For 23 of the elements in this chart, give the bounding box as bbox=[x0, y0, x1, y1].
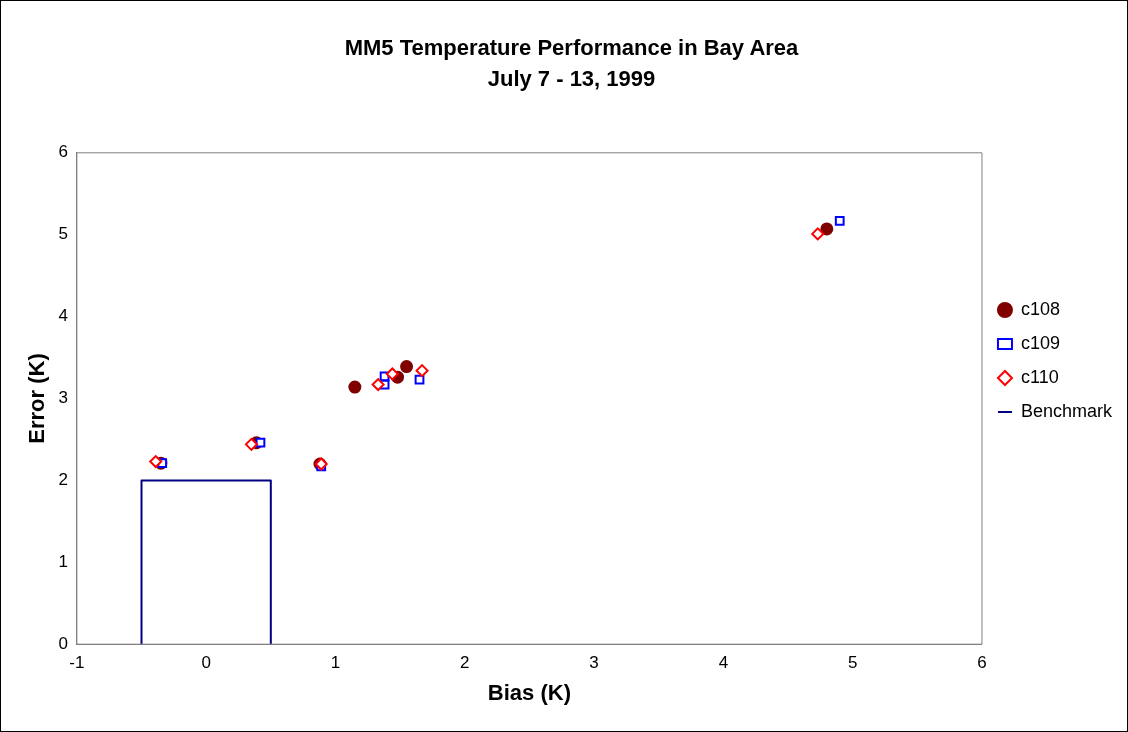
legend-label: Benchmark bbox=[1020, 400, 1113, 421]
x-axis-title: Bias (K) bbox=[487, 679, 571, 705]
y-tick-label: 2 bbox=[58, 470, 68, 490]
x-tick-label: 3 bbox=[589, 653, 599, 673]
y-tick-label: 1 bbox=[58, 551, 68, 571]
legend-label: c110 bbox=[1020, 366, 1059, 387]
x-tick-label: 6 bbox=[977, 653, 987, 673]
chart-subtitle: July 7 - 13, 1999 bbox=[487, 65, 656, 91]
x-tick-label: 1 bbox=[330, 653, 341, 673]
y-tick-label: 5 bbox=[58, 224, 68, 244]
x-tick-label: 5 bbox=[847, 653, 858, 673]
y-tick-label: 3 bbox=[58, 388, 68, 408]
legend-label: c109 bbox=[1020, 332, 1061, 353]
y-tick-label: 0 bbox=[58, 633, 68, 653]
x-tick-label: -1 bbox=[69, 653, 85, 673]
chart-title: MM5 Temperature Performance in Bay Area bbox=[344, 35, 800, 61]
x-tick-label: 4 bbox=[718, 653, 729, 673]
y-axis-title: Error (K) bbox=[24, 353, 50, 444]
x-tick-label: 2 bbox=[460, 653, 470, 673]
y-tick-label: 6 bbox=[58, 142, 68, 162]
legend-label: c108 bbox=[1020, 298, 1061, 319]
y-tick-label: 4 bbox=[58, 306, 68, 326]
x-tick-label: 0 bbox=[201, 653, 211, 673]
